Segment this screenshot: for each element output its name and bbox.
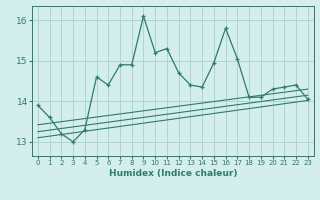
X-axis label: Humidex (Indice chaleur): Humidex (Indice chaleur) bbox=[108, 169, 237, 178]
